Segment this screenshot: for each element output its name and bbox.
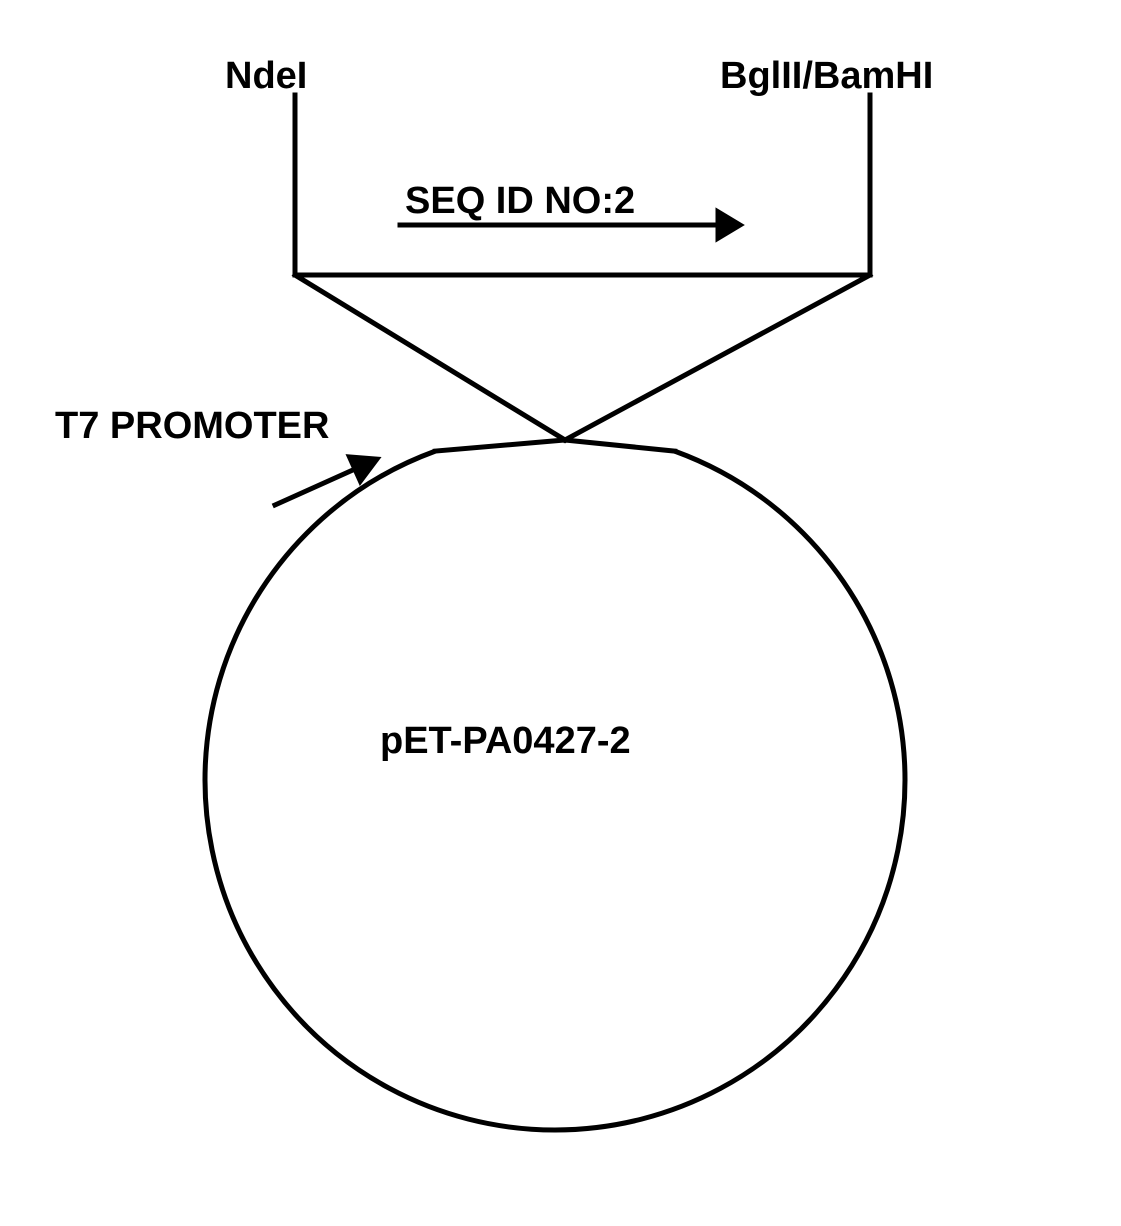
t7-promoter-label: T7 PROMOTER [55, 405, 329, 448]
bglii-bamhi-label: BglII/BamHI [720, 55, 933, 98]
ndei-label: NdeI [225, 55, 307, 98]
plasmid-name-label: pET-PA0427-2 [380, 720, 631, 763]
seq-id-label: SEQ ID NO:2 [405, 180, 635, 223]
